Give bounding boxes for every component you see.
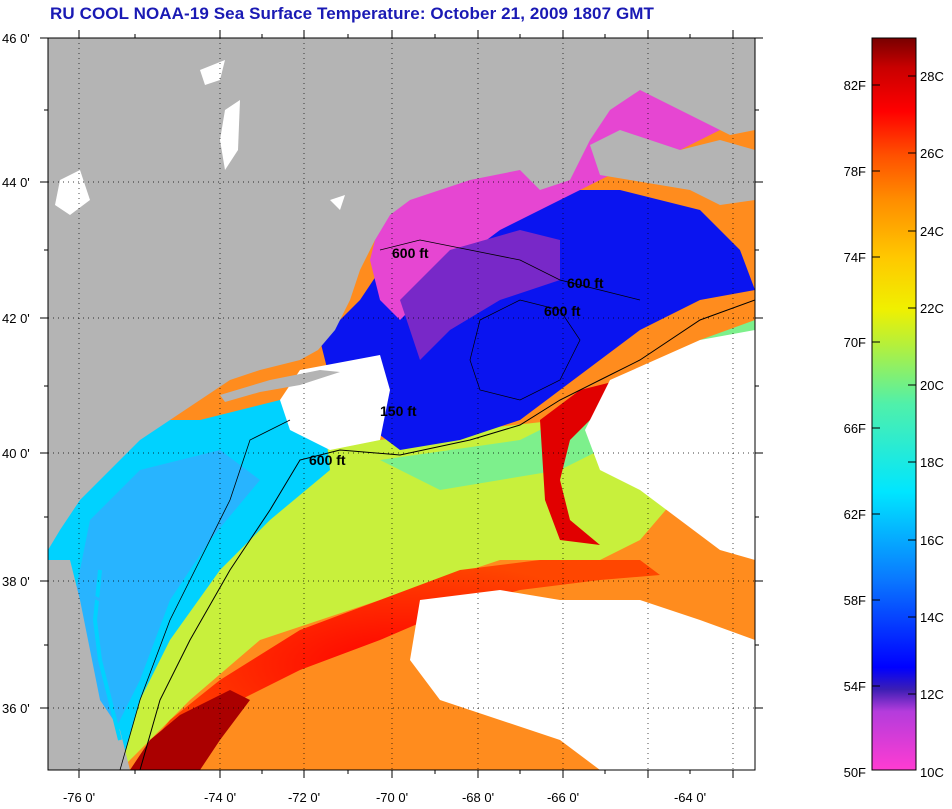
map-frame xyxy=(47,37,756,771)
tick-marks xyxy=(40,30,763,778)
colorbar-label-c: 18C xyxy=(920,455,944,470)
colorbar-label-f: 58F xyxy=(844,593,866,608)
colorbar-label-f: 74F xyxy=(844,250,866,265)
colorbar-label-c: 22C xyxy=(920,301,944,316)
colorbar-label-f: 50F xyxy=(844,765,866,780)
colorbar-label-c: 24C xyxy=(920,224,944,239)
chesapeake-bay xyxy=(92,569,122,741)
lat-label: 36 0' xyxy=(2,701,30,716)
cloud-patch xyxy=(585,330,755,560)
contour-label: 600 ft xyxy=(392,245,429,261)
contour-label: 600 ft xyxy=(567,275,604,291)
long-island-land xyxy=(220,370,340,402)
lon-label: -74 0' xyxy=(204,790,236,805)
colorbar-label-c: 20C xyxy=(920,378,944,393)
sst-map xyxy=(48,38,755,770)
nova-scotia-land xyxy=(590,130,755,205)
lon-label: -66 0' xyxy=(547,790,579,805)
colorbar-label-f: 54F xyxy=(844,679,866,694)
lon-label: -68 0' xyxy=(462,790,494,805)
colorbar-label-f: 82F xyxy=(844,78,866,93)
contour-label: 600 ft xyxy=(544,303,581,319)
colorbar-label-f: 66F xyxy=(844,421,866,436)
lon-label: -64 0' xyxy=(674,790,706,805)
colorbar-label-c: 12C xyxy=(920,687,944,702)
colorbar-label-f: 70F xyxy=(844,335,866,350)
map-title: RU COOL NOAA-19 Sea Surface Temperature:… xyxy=(50,4,655,23)
contour-label: 600 ft xyxy=(309,452,346,468)
lat-label: 38 0' xyxy=(2,574,30,589)
lon-label: -72 0' xyxy=(288,790,320,805)
colorbar-label-c: 26C xyxy=(920,146,944,161)
colorbar-label-f: 62F xyxy=(844,507,866,522)
lat-label: 40 0' xyxy=(2,446,30,461)
lon-label: -76 0' xyxy=(63,790,95,805)
graticule xyxy=(48,38,755,770)
delmarva-land xyxy=(48,560,130,770)
600ft-isobath xyxy=(139,299,755,770)
colorbar xyxy=(871,37,917,771)
150ft-isobath xyxy=(119,419,291,770)
lat-label: 46 0' xyxy=(2,31,30,46)
lat-label: 44 0' xyxy=(2,175,30,190)
contour-label: 150 ft xyxy=(380,403,417,419)
lat-label: 42 0' xyxy=(2,311,30,326)
colorbar-label-c: 14C xyxy=(920,610,944,625)
colorbar-ticks xyxy=(872,75,916,695)
colorbar-label-f: 78F xyxy=(844,164,866,179)
lon-label: -70 0' xyxy=(376,790,408,805)
colorbar-label-c: 10C xyxy=(920,765,944,780)
colorbar-label-c: 28C xyxy=(920,69,944,84)
colorbar-label-c: 16C xyxy=(920,533,944,548)
warm-core-ring xyxy=(540,380,640,545)
